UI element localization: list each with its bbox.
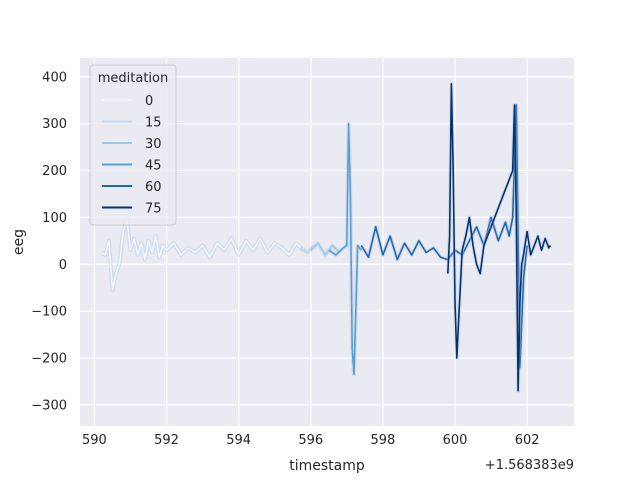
series-45-line [328, 122, 362, 376]
x-axis-label: timestamp [289, 458, 365, 474]
series-60-line [360, 104, 528, 369]
legend-entry: 45 [145, 159, 162, 174]
legend-entry: 75 [145, 202, 162, 217]
x-tick-label: 598 [370, 433, 395, 448]
y-tick-label: 200 [42, 164, 67, 179]
legend: meditation 0 15 30 45 60 75 [89, 64, 177, 226]
legend-entry: 60 [145, 180, 162, 195]
y-tick-label: 0 [59, 258, 67, 273]
series-15-line [299, 244, 315, 254]
y-tick-label: 400 [42, 70, 67, 85]
legend-box [89, 64, 177, 226]
x-tick-label: 592 [154, 433, 179, 448]
legend-title: meditation [98, 71, 169, 86]
x-offset-label: +1.568383e9 [485, 458, 574, 473]
legend-entry: 15 [145, 116, 162, 131]
y-tick-label: 100 [42, 211, 67, 226]
x-tick-label: 600 [443, 433, 468, 448]
y-tick-label: −200 [31, 352, 67, 367]
series-0-line [101, 218, 305, 291]
legend-entry: 30 [145, 137, 162, 152]
series-30-line [310, 242, 341, 256]
y-tick-label: −100 [31, 305, 67, 320]
y-tick-label: 300 [42, 117, 67, 132]
series-75-line [447, 83, 552, 392]
x-tick-label: 602 [515, 433, 540, 448]
y-tick-label: −300 [31, 398, 67, 413]
x-tick-label: 590 [82, 433, 107, 448]
x-tick-label: 596 [298, 433, 323, 448]
x-tick-label: 594 [226, 433, 251, 448]
y-axis-label: eeg [11, 229, 27, 255]
legend-entry: 0 [145, 94, 153, 109]
series-layer [100, 81, 553, 393]
tick-labels: 590 592 594 596 598 600 6024003002001000−100−2… [31, 70, 539, 448]
